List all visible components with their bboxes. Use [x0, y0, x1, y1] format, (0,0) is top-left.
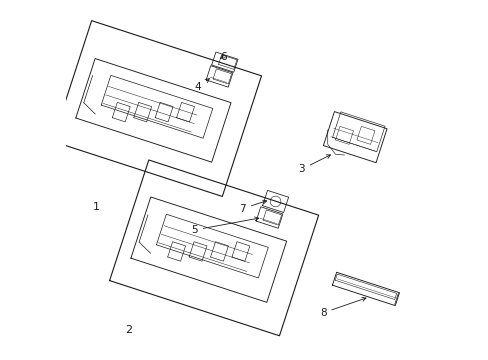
- Text: 2: 2: [124, 325, 132, 335]
- Text: 8: 8: [319, 297, 366, 318]
- Text: 3: 3: [298, 155, 330, 174]
- Text: 1: 1: [93, 202, 100, 212]
- Text: 4: 4: [194, 78, 209, 92]
- Text: 6: 6: [219, 52, 226, 62]
- Text: 5: 5: [191, 217, 258, 235]
- Text: 7: 7: [239, 200, 266, 213]
